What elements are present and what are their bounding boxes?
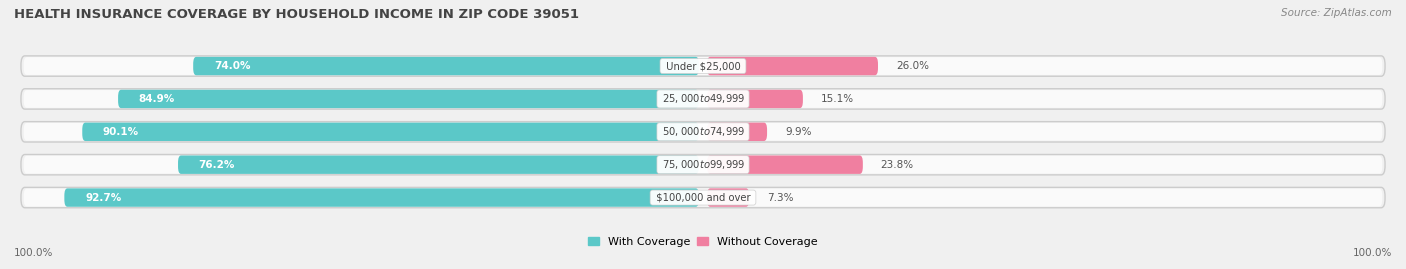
- Text: $50,000 to $74,999: $50,000 to $74,999: [659, 125, 747, 138]
- FancyBboxPatch shape: [707, 57, 877, 75]
- Text: Source: ZipAtlas.com: Source: ZipAtlas.com: [1281, 8, 1392, 18]
- Text: 100.0%: 100.0%: [1353, 248, 1392, 258]
- FancyBboxPatch shape: [21, 187, 1385, 208]
- FancyBboxPatch shape: [21, 154, 1385, 175]
- FancyBboxPatch shape: [24, 189, 1382, 206]
- Text: 90.1%: 90.1%: [103, 127, 139, 137]
- Text: 7.3%: 7.3%: [768, 193, 793, 203]
- FancyBboxPatch shape: [179, 155, 699, 174]
- FancyBboxPatch shape: [193, 57, 699, 75]
- Text: 23.8%: 23.8%: [880, 160, 914, 170]
- FancyBboxPatch shape: [21, 89, 1385, 109]
- Text: 15.1%: 15.1%: [821, 94, 853, 104]
- FancyBboxPatch shape: [24, 57, 1382, 75]
- FancyBboxPatch shape: [21, 56, 1385, 76]
- Text: 84.9%: 84.9%: [139, 94, 174, 104]
- FancyBboxPatch shape: [83, 123, 699, 141]
- Text: $75,000 to $99,999: $75,000 to $99,999: [659, 158, 747, 171]
- FancyBboxPatch shape: [65, 188, 699, 207]
- Text: Under $25,000: Under $25,000: [662, 61, 744, 71]
- Text: 100.0%: 100.0%: [14, 248, 53, 258]
- Text: 92.7%: 92.7%: [84, 193, 121, 203]
- FancyBboxPatch shape: [24, 90, 1382, 108]
- FancyBboxPatch shape: [707, 155, 863, 174]
- Text: 26.0%: 26.0%: [896, 61, 929, 71]
- Text: $25,000 to $49,999: $25,000 to $49,999: [659, 93, 747, 105]
- Text: 76.2%: 76.2%: [198, 160, 235, 170]
- Legend: With Coverage, Without Coverage: With Coverage, Without Coverage: [588, 237, 818, 247]
- FancyBboxPatch shape: [707, 188, 749, 207]
- FancyBboxPatch shape: [24, 156, 1382, 174]
- Text: 74.0%: 74.0%: [214, 61, 250, 71]
- FancyBboxPatch shape: [24, 123, 1382, 141]
- FancyBboxPatch shape: [118, 90, 699, 108]
- Text: 9.9%: 9.9%: [785, 127, 811, 137]
- Text: HEALTH INSURANCE COVERAGE BY HOUSEHOLD INCOME IN ZIP CODE 39051: HEALTH INSURANCE COVERAGE BY HOUSEHOLD I…: [14, 8, 579, 21]
- Text: $100,000 and over: $100,000 and over: [652, 193, 754, 203]
- FancyBboxPatch shape: [707, 90, 803, 108]
- FancyBboxPatch shape: [21, 122, 1385, 142]
- FancyBboxPatch shape: [707, 123, 768, 141]
